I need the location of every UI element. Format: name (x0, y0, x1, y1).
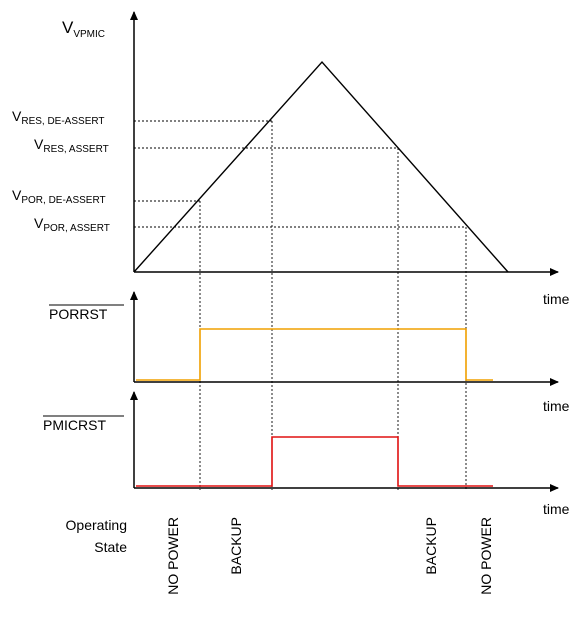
threshold-por-assert: VPOR, ASSERT (34, 215, 110, 234)
threshold-res-deassert: VRES, DE-ASSERT (12, 108, 105, 127)
pmicrst-waveform (136, 436, 493, 487)
operating-state-line1: Operating (66, 517, 127, 533)
porrst-waveform (136, 328, 493, 381)
vpmic-waveform (133, 60, 509, 273)
threshold-por-deassert: VPOR, DE-ASSERT (12, 187, 106, 206)
time-label-2: time (543, 398, 570, 414)
operating-state-line2: State (94, 539, 127, 555)
time-label-3: time (543, 501, 570, 517)
threshold-res-assert: VRES, ASSERT (34, 136, 109, 155)
state-backup-1: BACKUP (228, 517, 244, 575)
vpmic-label: VVPMIC (62, 18, 105, 40)
state-no-power-1: NO POWER (165, 517, 181, 595)
pmicrst-label: PMICRST (43, 417, 106, 433)
time-label-1: time (543, 291, 570, 307)
porrst-label: PORRST (49, 306, 108, 322)
state-backup-2: BACKUP (423, 517, 439, 575)
state-no-power-2: NO POWER (478, 517, 494, 595)
